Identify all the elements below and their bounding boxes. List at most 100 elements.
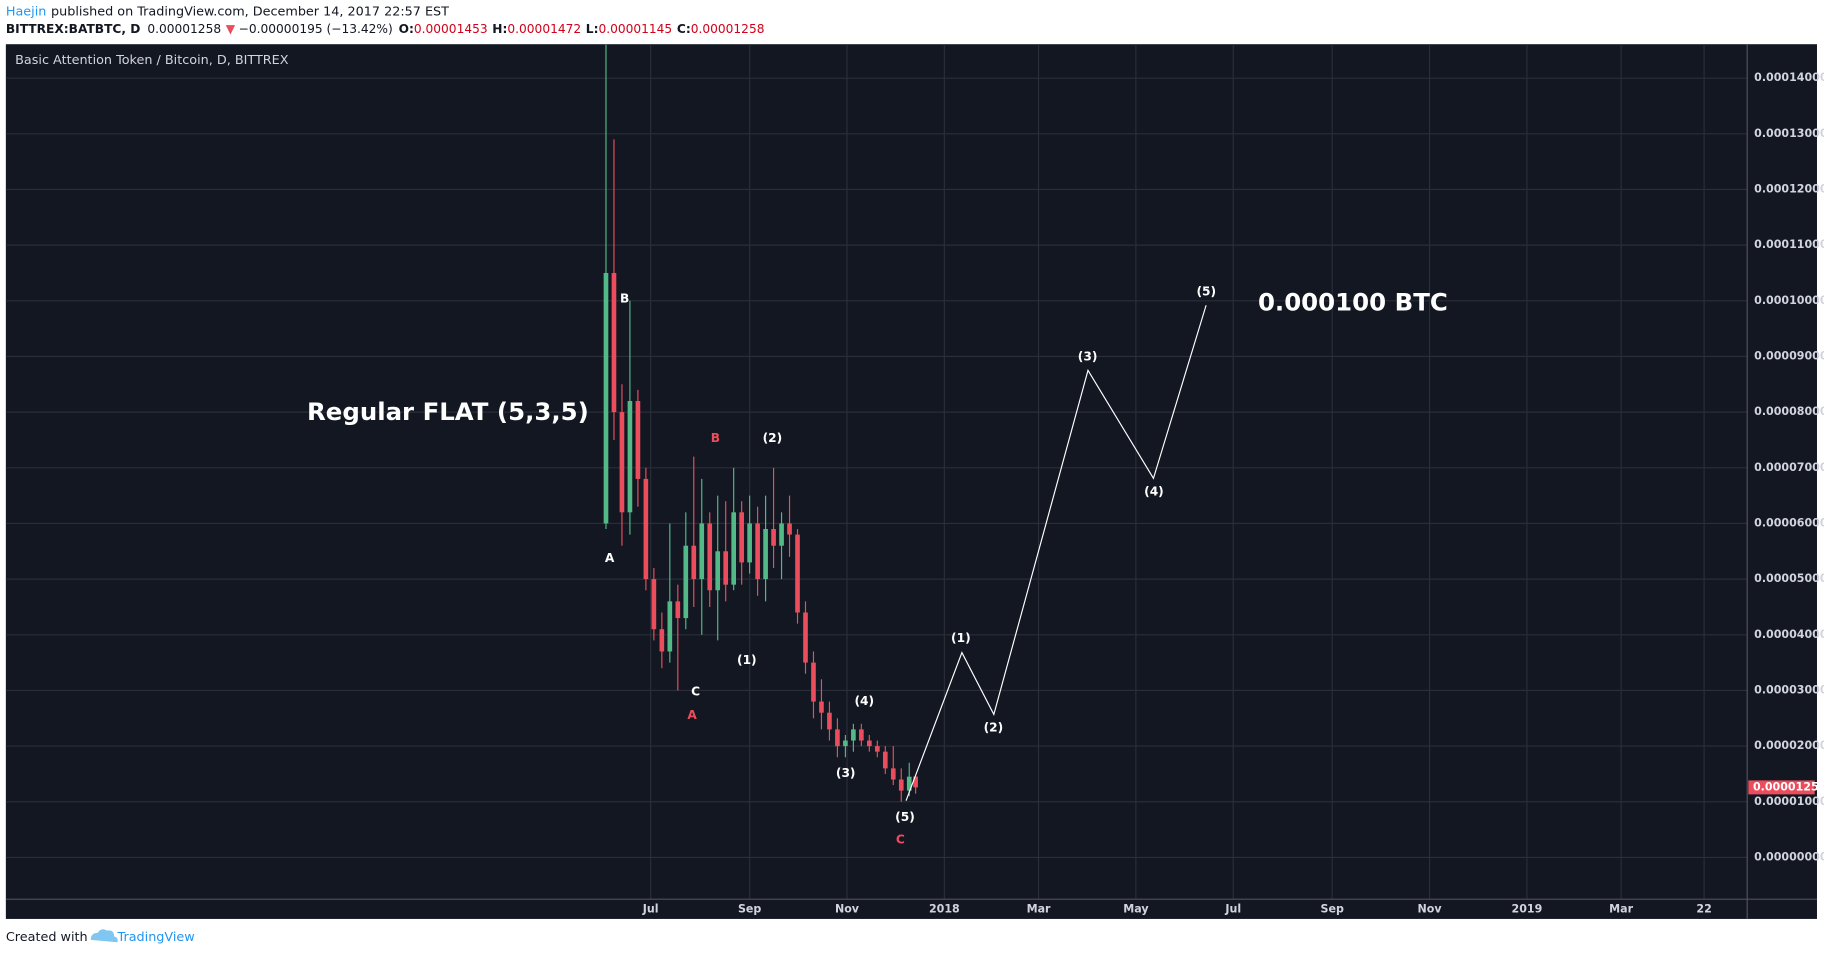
y-tick-label: 0.00009000 [1754,349,1824,362]
wave-label: A [687,708,697,722]
wave-label: (1) [951,631,971,645]
candle-body [827,712,832,730]
x-tick-label: May [1123,903,1148,916]
o-value: 0.00001453 [414,22,488,36]
candle-body [675,601,681,619]
wave-label: C [896,832,905,846]
wave-label: A [605,551,615,565]
wave-label: (5) [1196,284,1216,298]
candle-body [882,751,888,769]
h-value: 0.00001472 [507,22,581,36]
x-tick-label: Sep [1321,903,1344,916]
ohlc-line: BITTREX:BATBTC, D 0.00001258 ▼ −0.00000195 … [6,22,765,36]
wave-label: C [691,685,700,699]
x-tick-label: Jul [1224,903,1241,916]
brand-icon [90,929,118,943]
candle-body [627,400,633,513]
y-tick-label: 0.00004000 [1754,628,1824,641]
wave-label: B [711,431,720,445]
last-price-tag [1748,780,1815,795]
candle-body [603,272,609,524]
down-arrow: ▼ [226,22,236,36]
x-tick-label: Nov [835,903,860,916]
chart-title: Basic Attention Token / Bitcoin, D, BITT… [15,53,289,68]
y-tick-label: 0.00005000 [1754,572,1824,585]
candle-body [811,662,816,702]
wave-label: (4) [1144,485,1164,499]
wave-label: (5) [895,810,915,824]
y-tick-label: 0.00010000 [1754,294,1824,307]
candle-body [683,545,689,619]
y-tick-label: 0.00000000 [1754,850,1824,863]
published: published on TradingView.com, December 1… [51,4,449,19]
l-label: L: [586,22,599,36]
symbol: BITTREX:BATBTC, D [6,22,141,36]
candle-body [651,579,657,630]
wave-label: (3) [836,766,856,780]
candle-body [913,776,918,788]
candle-body [659,629,665,652]
candle-body [859,729,864,741]
candle-body [867,740,872,747]
o-label: O: [399,22,414,36]
wave-label: (2) [763,431,783,445]
candle-body [619,412,625,513]
x-tick-label: Sep [738,903,761,916]
candle-body [715,551,721,591]
y-tick-label: 0.00003000 [1754,683,1824,696]
candle-body [723,551,729,585]
candle-body [707,523,713,591]
last-price: 0.00001258 [147,22,221,36]
candle-body [787,523,792,535]
x-tick-label: 22 [1696,903,1711,916]
annotation-title: 0.000100 BTC [1258,288,1448,317]
wave-label: (4) [854,694,874,708]
c-label: C: [677,22,691,36]
wave-label: B [620,291,629,305]
candle-body [611,272,617,413]
x-tick-label: Nov [1418,903,1443,916]
y-tick-label: 0.00011000 [1754,238,1824,251]
candle-body [890,768,896,780]
candle-body [803,612,808,663]
candle-body [771,529,776,546]
candle-body [731,512,736,585]
candle-body [898,779,904,791]
candle-body [635,400,641,479]
last-price-label: 0.00001258 [1753,780,1824,793]
candle-body [763,529,768,580]
y-tick-label: 0.00014000 [1754,71,1824,84]
y-tick-label: 0.00013000 [1754,127,1824,140]
wave-label: (1) [737,653,757,667]
candle-body [835,729,840,747]
c-value: 0.00001258 [691,22,765,36]
candle-body [755,523,760,580]
y-tick-label: 0.00007000 [1754,461,1824,474]
candle-body [851,729,856,741]
y-tick-label: 0.00012000 [1754,182,1824,195]
author[interactable]: Haejin [6,4,47,19]
candle-body [747,523,752,563]
candle-body [667,601,673,652]
x-tick-label: 2018 [929,903,960,916]
footer-brand[interactable]: TradingView [117,930,195,945]
l-value: 0.00001145 [598,22,672,36]
candle-body [819,701,824,713]
candle-body [843,740,848,747]
projection-line [905,305,1207,801]
annotation-title: Regular FLAT (5,3,5) [307,397,589,426]
y-tick-label: 0.00001000 [1754,795,1824,808]
candle-body [779,523,784,546]
x-tick-label: Mar [1609,903,1633,916]
x-tick-label: Mar [1027,903,1051,916]
change: −0.00000195 (−13.42%) [239,22,393,36]
wave-label: (3) [1078,350,1098,364]
footer-created: Created with [6,930,88,945]
candle-body [699,523,705,580]
h-label: H: [492,22,507,36]
candle-body [691,545,697,580]
y-tick-label: 0.00006000 [1754,516,1824,529]
y-tick-label: 0.00008000 [1754,405,1824,418]
